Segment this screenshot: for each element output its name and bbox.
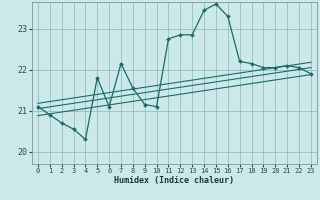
X-axis label: Humidex (Indice chaleur): Humidex (Indice chaleur): [115, 176, 234, 185]
